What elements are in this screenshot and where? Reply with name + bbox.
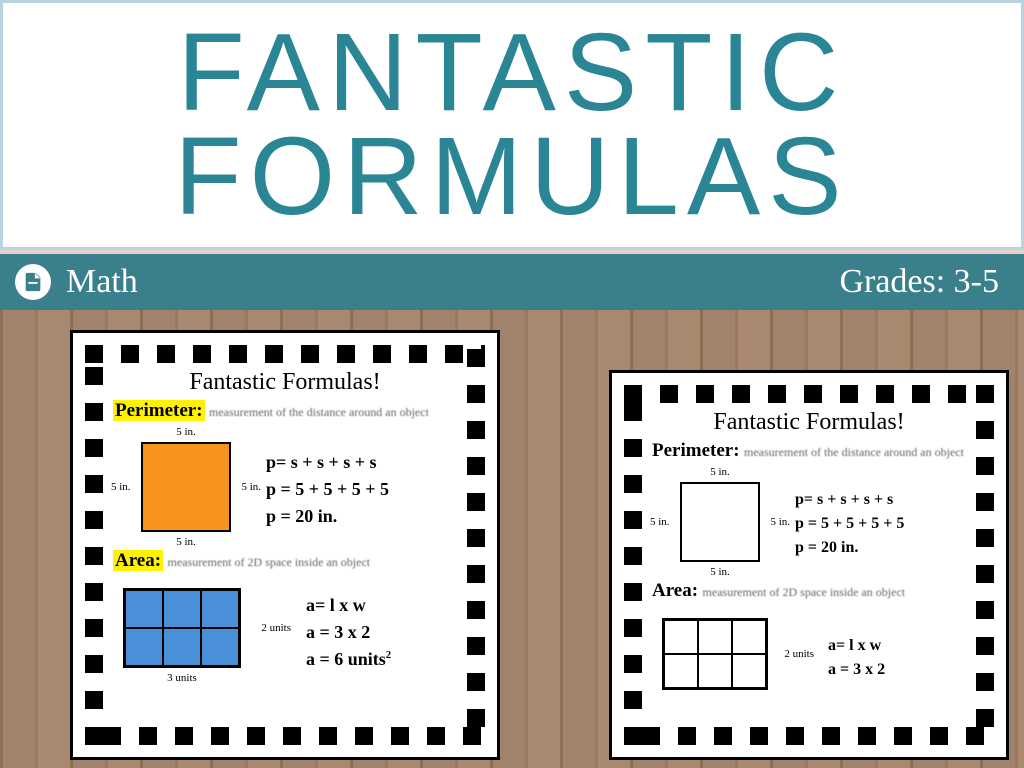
- perimeter-header: Perimeter: measurement of the distance a…: [652, 440, 966, 462]
- dim-top: 5 in.: [176, 426, 196, 438]
- formula-line: a= l x w: [306, 595, 391, 616]
- worksheet-inner: Fantastic Formulas! Perimeter: measureme…: [642, 403, 976, 727]
- title-line-1: FANTASTIC: [178, 21, 847, 126]
- worksheet-colored: Fantastic Formulas! Perimeter: measureme…: [70, 330, 500, 760]
- area-header: Area: measurement of 2D space inside an …: [113, 550, 457, 572]
- area-formulas: a= l x w a = 3 x 2: [828, 608, 885, 708]
- formula-line: p= s + s + s + s: [266, 452, 389, 473]
- perimeter-label: Perimeter:: [652, 440, 740, 461]
- pdf-icon: [15, 264, 51, 300]
- grid-cell: [163, 628, 201, 666]
- dim-right: 5 in.: [770, 516, 790, 528]
- area-header: Area: measurement of 2D space inside an …: [652, 580, 966, 602]
- area-grid: 2 units: [662, 618, 768, 690]
- perimeter-description: measurement of the distance around an ob…: [209, 405, 429, 419]
- grid-cell: [664, 620, 698, 654]
- perimeter-label: Perimeter:: [113, 400, 205, 421]
- formula-line: a = 3 x 2: [306, 622, 391, 643]
- perimeter-description: measurement of the distance around an ob…: [744, 445, 964, 459]
- grid-cell: [201, 590, 239, 628]
- grid-cell: [163, 590, 201, 628]
- grid-cell: [732, 654, 766, 688]
- title-banner: FANTASTIC FORMULAS: [0, 0, 1024, 250]
- formula-line: p = 20 in.: [795, 539, 904, 557]
- grades-label: Grades: 3-5: [839, 263, 999, 301]
- area-description: measurement of 2D space inside an object: [703, 585, 906, 599]
- dim-left: 5 in.: [650, 516, 670, 528]
- grid-cell: [201, 628, 239, 666]
- perimeter-formulas: p= s + s + s + s p = 5 + 5 + 5 + 5 p = 2…: [795, 468, 904, 580]
- formula-line: p= s + s + s + s: [795, 491, 904, 509]
- grid-cell: [732, 620, 766, 654]
- area-block: 2 units a= l x w a = 3 x 2: [652, 608, 966, 708]
- dim-right: 5 in.: [241, 481, 261, 493]
- area-formulas: a= l x w a = 3 x 2 a = 6 units2: [306, 578, 391, 686]
- formula-line: a = 6 units2: [306, 649, 391, 670]
- worksheet-title: Fantastic Formulas!: [113, 369, 457, 396]
- formula-line: p = 20 in.: [266, 506, 389, 527]
- square-fill-white: [680, 482, 760, 562]
- checker-border: Fantastic Formulas! Perimeter: measureme…: [85, 345, 485, 745]
- content-area: Fantastic Formulas! Perimeter: measureme…: [0, 310, 1024, 768]
- formula-line: a= l x w: [828, 637, 885, 655]
- worksheet-inner: Fantastic Formulas! Perimeter: measureme…: [103, 363, 467, 727]
- perimeter-formulas: p= s + s + s + s p = 5 + 5 + 5 + 5 p = 2…: [266, 428, 389, 550]
- perimeter-square: 5 in. 5 in. 5 in. 5 in.: [141, 442, 231, 532]
- area-label: Area:: [113, 550, 163, 571]
- formula-line: p = 5 + 5 + 5 + 5: [795, 515, 904, 533]
- area-block: 2 units 3 units a= l x w a = 3 x 2 a = 6…: [113, 578, 457, 686]
- subheader-left: Math: [15, 263, 138, 301]
- area-label: Area:: [652, 580, 698, 601]
- grid-cell: [698, 620, 732, 654]
- grid-3x2-white: [662, 618, 768, 690]
- area-description: measurement of 2D space inside an object: [168, 555, 371, 569]
- worksheet-title: Fantastic Formulas!: [652, 409, 966, 436]
- subheader-bar: Math Grades: 3-5: [0, 250, 1024, 310]
- dim-left: 5 in.: [111, 481, 131, 493]
- title-line-2: FORMULAS: [174, 125, 849, 230]
- dim-top: 5 in.: [710, 466, 730, 478]
- worksheet-blank: Fantastic Formulas! Perimeter: measureme…: [609, 370, 1009, 760]
- grid-cell: [125, 628, 163, 666]
- formula-line: a = 3 x 2: [828, 661, 885, 679]
- subject-label: Math: [66, 263, 138, 301]
- dim-bottom: 5 in.: [176, 536, 196, 548]
- grid-cell: [698, 654, 732, 688]
- grid-cell: [664, 654, 698, 688]
- checker-border: Fantastic Formulas! Perimeter: measureme…: [624, 385, 994, 745]
- perimeter-header: Perimeter: measurement of the distance a…: [113, 400, 457, 422]
- area-grid: 2 units 3 units: [123, 588, 241, 668]
- perimeter-block: 5 in. 5 in. 5 in. 5 in. p= s + s + s + s…: [652, 468, 966, 580]
- dim-bottom: 5 in.: [710, 566, 730, 578]
- grid-3x2-blue: [123, 588, 241, 668]
- dim-bottom: 3 units: [167, 672, 197, 684]
- dim-right: 2 units: [261, 622, 291, 634]
- formula-line: p = 5 + 5 + 5 + 5: [266, 479, 389, 500]
- square-fill-orange: [141, 442, 231, 532]
- dim-right: 2 units: [784, 648, 814, 660]
- perimeter-block: 5 in. 5 in. 5 in. 5 in. p= s + s + s + s…: [113, 428, 457, 550]
- grid-cell: [125, 590, 163, 628]
- perimeter-square: 5 in. 5 in. 5 in. 5 in.: [680, 482, 760, 562]
